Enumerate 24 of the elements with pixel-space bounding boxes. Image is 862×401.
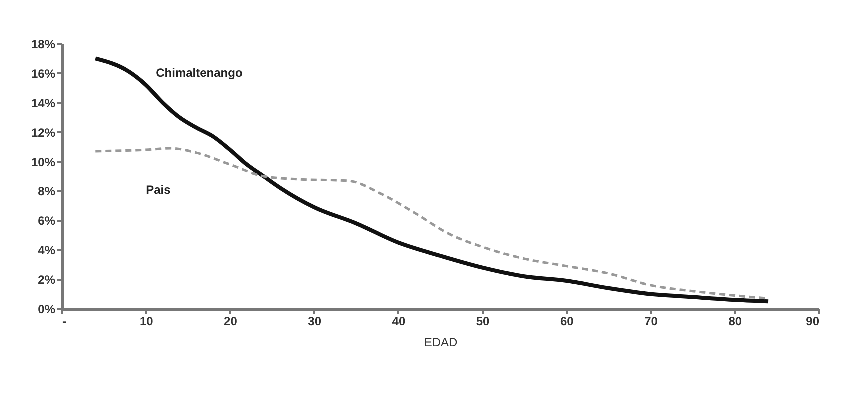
- x-tick-label: 50: [476, 314, 490, 328]
- y-tick-label: 0%: [38, 302, 56, 316]
- x-tick-label: 60: [560, 314, 574, 328]
- text: Pais: [146, 183, 172, 197]
- series-label: Chimaltenango: [156, 66, 243, 80]
- x-tick-label: 20: [224, 314, 238, 328]
- x-tick-label: 40: [392, 314, 406, 328]
- x-tick-label: 10: [140, 314, 154, 328]
- y-tick-label: 10%: [31, 155, 56, 170]
- y-tick-label: 8%: [38, 184, 56, 199]
- x-tick-label: 70: [644, 314, 658, 328]
- y-tick-label: 18%: [31, 38, 56, 52]
- x-tick-label: 80: [728, 314, 742, 328]
- x-axis-title: EDAD: [424, 336, 458, 350]
- y-tick-label: 12%: [31, 126, 56, 140]
- y-tick-label: 6%: [38, 214, 56, 228]
- line-series: [94, 56, 771, 304]
- x-tick-label: -: [62, 314, 66, 328]
- x-tick-label: 90: [806, 314, 820, 328]
- x-tick-label: 30: [308, 314, 322, 328]
- y-tick-label: 16%: [31, 66, 56, 81]
- y-tick-label: 4%: [38, 244, 56, 258]
- y-tick-label: 2%: [38, 273, 56, 288]
- y-tick-label: 14%: [31, 96, 56, 110]
